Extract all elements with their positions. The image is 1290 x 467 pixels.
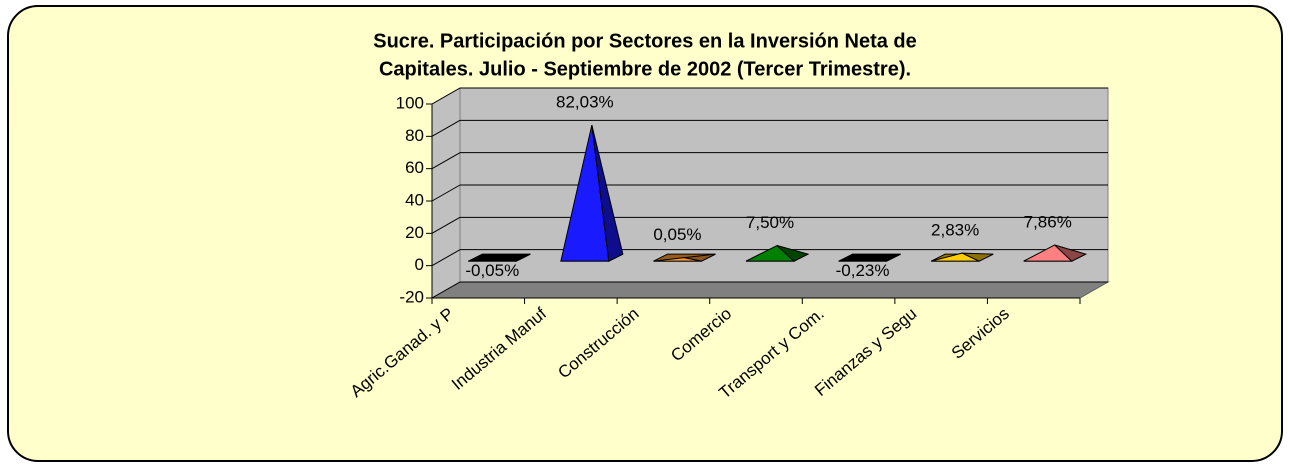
y-tick-label: 0 bbox=[415, 255, 424, 274]
y-tick-label: 100 bbox=[396, 93, 424, 112]
grid-line bbox=[431, 87, 461, 105]
grid-line bbox=[431, 281, 461, 299]
data-label: 0,05% bbox=[653, 225, 701, 244]
bar bbox=[1023, 244, 1088, 262]
grid-line bbox=[431, 216, 461, 234]
chart-title: Sucre. Participación por Sectores en la … bbox=[373, 30, 917, 52]
data-label: 82,03% bbox=[556, 93, 614, 112]
bar bbox=[653, 253, 716, 262]
bar bbox=[930, 252, 994, 262]
grid-line bbox=[431, 249, 461, 267]
floor bbox=[430, 281, 1110, 299]
data-label: 7,50% bbox=[746, 213, 794, 232]
data-label: 2,83% bbox=[931, 221, 979, 240]
bar-face bbox=[961, 252, 994, 262]
data-label: -0,05% bbox=[465, 261, 519, 280]
y-tick-label: -20 bbox=[399, 287, 424, 306]
bar-face bbox=[684, 253, 716, 262]
grid-line bbox=[431, 119, 461, 137]
grid-line bbox=[431, 184, 461, 202]
bar bbox=[745, 244, 810, 262]
y-tick-label: 60 bbox=[405, 158, 424, 177]
bar bbox=[560, 124, 624, 262]
bar-face bbox=[1054, 244, 1088, 262]
y-tick-label: 80 bbox=[405, 126, 424, 145]
bar-face bbox=[776, 245, 810, 262]
y-tick-label: 40 bbox=[405, 190, 424, 209]
bar-face bbox=[869, 253, 901, 262]
grid-line bbox=[431, 152, 461, 170]
bar-face bbox=[591, 124, 624, 262]
bar-face bbox=[499, 253, 531, 262]
bar bbox=[468, 253, 531, 262]
y-tick-label: 20 bbox=[405, 223, 424, 242]
data-label: -0,23% bbox=[836, 261, 890, 280]
bar bbox=[838, 253, 901, 262]
chart-title: Capitales. Julio - Septiembre de 2002 (T… bbox=[379, 58, 911, 80]
data-label: 7,86% bbox=[1024, 212, 1072, 231]
